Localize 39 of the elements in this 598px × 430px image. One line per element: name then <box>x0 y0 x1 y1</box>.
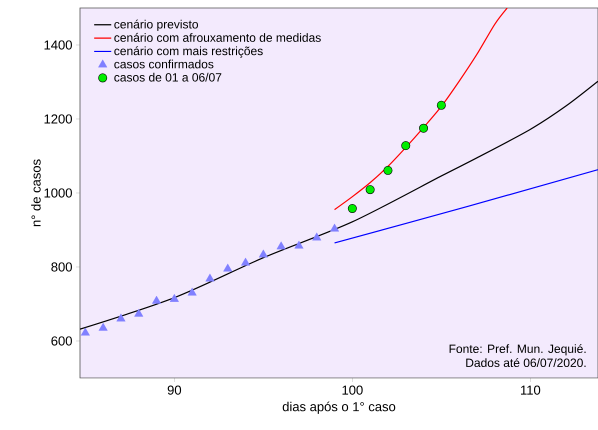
legend-label: cenário com mais restrições <box>114 46 263 58</box>
y-axis-title: n° de casos <box>31 159 41 226</box>
point <box>312 232 322 240</box>
y-tick-label: 1000 <box>44 188 72 198</box>
x-tick-label: 110 <box>520 386 540 395</box>
annotation: Fonte: Pref. Mun. Jequié. <box>450 344 586 356</box>
y-tick-label: 1400 <box>44 40 72 50</box>
legend-label: casos confirmados <box>114 60 214 68</box>
point <box>98 322 108 331</box>
point <box>383 166 392 175</box>
point <box>80 328 90 336</box>
point <box>205 274 214 282</box>
point <box>294 240 304 249</box>
y-tick-label: 600 <box>51 336 72 346</box>
point <box>436 100 446 110</box>
point <box>258 250 268 258</box>
point <box>116 314 126 322</box>
point <box>366 185 375 194</box>
x-axis-title: dias após o 1° caso <box>282 402 396 414</box>
point <box>223 264 232 272</box>
y-tick-label: 1200 <box>44 114 72 124</box>
point <box>170 294 179 302</box>
point <box>401 141 410 150</box>
point <box>330 224 340 232</box>
x-tick-label: 100 <box>342 386 363 395</box>
legend-label: casos de 01 a 06/07 <box>114 72 222 82</box>
legend-label: cenário previsto <box>114 20 198 31</box>
x-tick-label: 90 <box>168 386 182 395</box>
point <box>276 241 286 250</box>
annotation: Dados até 06/07/2020. <box>466 358 586 368</box>
point <box>134 308 144 317</box>
point <box>188 288 197 296</box>
line-series <box>334 8 508 210</box>
y-tick-label: 800 <box>51 262 72 272</box>
point <box>419 124 428 133</box>
point <box>348 204 357 214</box>
point <box>152 296 162 304</box>
legend-label: cenário com afrouxamento de medidas <box>114 32 321 42</box>
point <box>241 258 250 266</box>
